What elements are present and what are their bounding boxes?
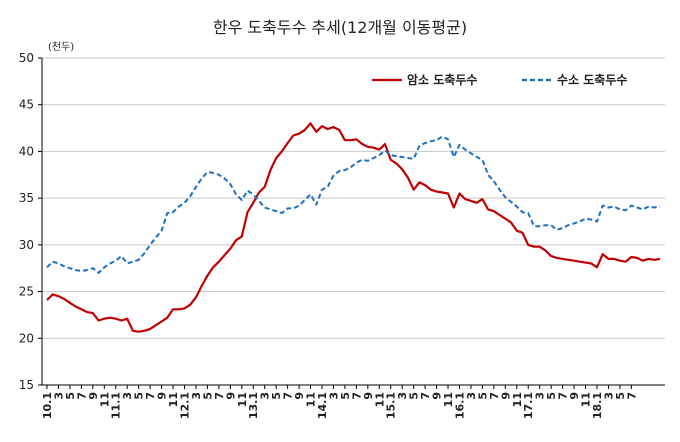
y-tick-label: 20 <box>19 331 34 345</box>
x-tick-label: 11 <box>167 392 180 407</box>
x-tick-label: 11 <box>98 392 111 407</box>
x-tick-label: 5 <box>64 392 77 400</box>
x-tick-label: 16.1 <box>453 392 466 419</box>
x-tick-label: 7 <box>625 392 638 400</box>
x-tick-label: 9 <box>156 392 169 400</box>
series-layer <box>46 122 661 333</box>
x-tick-label: 5 <box>614 392 627 400</box>
x-tick-label: 3 <box>396 392 409 400</box>
x-tick-label: 15.1 <box>385 392 398 419</box>
y-axis-ticks: 15 20 25 30 35 40 45 50 <box>19 51 42 392</box>
series-line-1 <box>46 135 661 274</box>
legend: 암소 도축두수 수소 도축두수 <box>372 72 627 87</box>
x-tick-label: 7 <box>350 392 363 400</box>
x-tick-label: 5 <box>133 392 146 400</box>
x-axis-ticks: 10.135791111.135791112.135791113.1357911… <box>41 385 638 419</box>
x-tick-label: 5 <box>476 392 489 400</box>
unit-label: (천두) <box>48 41 74 53</box>
y-tick-label: 25 <box>19 285 34 299</box>
legend-label: 수소 도축두수 <box>557 72 627 87</box>
y-tick-label: 50 <box>19 51 34 65</box>
x-tick-label: 11 <box>442 392 455 407</box>
x-tick-label: 7 <box>419 392 432 400</box>
x-tick-label: 5 <box>408 392 421 400</box>
x-tick-label: 10.1 <box>41 392 54 419</box>
x-tick-label: 3 <box>602 392 615 400</box>
x-tick-label: 7 <box>557 392 570 400</box>
x-tick-label: 5 <box>545 392 558 400</box>
x-tick-label: 11 <box>236 392 249 407</box>
x-tick-label: 11 <box>373 392 386 407</box>
x-tick-label: 9 <box>224 392 237 400</box>
x-tick-label: 5 <box>270 392 283 400</box>
x-tick-label: 7 <box>144 392 157 400</box>
x-tick-label: 9 <box>568 392 581 400</box>
x-tick-label: 9 <box>362 392 375 400</box>
y-tick-label: 45 <box>19 98 34 112</box>
x-tick-label: 9 <box>431 392 444 400</box>
x-tick-label: 3 <box>121 392 134 400</box>
x-tick-label: 12.1 <box>178 392 191 419</box>
x-tick-label: 13.1 <box>247 392 260 419</box>
x-tick-label: 3 <box>259 392 272 400</box>
x-tick-label: 17.1 <box>522 392 535 419</box>
x-tick-label: 3 <box>327 392 340 400</box>
x-tick-label: 11.1 <box>110 392 123 419</box>
x-tick-label: 3 <box>52 392 65 400</box>
x-tick-label: 5 <box>339 392 352 400</box>
x-tick-label: 14.1 <box>316 392 329 419</box>
x-tick-label: 7 <box>282 392 295 400</box>
x-tick-label: 7 <box>488 392 501 400</box>
x-tick-label: 9 <box>499 392 512 400</box>
x-tick-label: 5 <box>201 392 214 400</box>
chart-title: 한우 도축두수 추세(12개월 이동평균) <box>212 18 468 37</box>
x-tick-label: 18.1 <box>591 392 604 419</box>
y-tick-label: 40 <box>19 144 34 158</box>
x-tick-label: 3 <box>534 392 547 400</box>
y-tick-label: 30 <box>19 238 34 252</box>
x-tick-label: 11 <box>511 392 524 407</box>
x-tick-label: 11 <box>305 392 318 407</box>
gridlines <box>42 57 665 339</box>
x-tick-label: 11 <box>580 392 593 407</box>
series-line-0 <box>46 122 661 333</box>
x-tick-label: 3 <box>465 392 478 400</box>
y-tick-label: 15 <box>19 378 34 392</box>
x-tick-label: 9 <box>87 392 100 400</box>
legend-label: 암소 도축두수 <box>407 72 477 87</box>
x-tick-label: 9 <box>293 392 306 400</box>
x-tick-label: 3 <box>190 392 203 400</box>
x-tick-label: 7 <box>75 392 88 400</box>
x-tick-label: 7 <box>213 392 226 400</box>
y-tick-label: 35 <box>19 191 34 205</box>
